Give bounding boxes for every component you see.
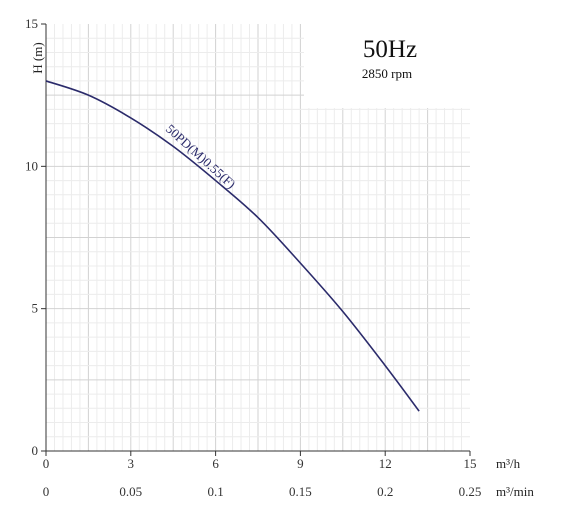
x-tick-label: 15 (464, 456, 477, 471)
x2-tick-label: 0.05 (119, 484, 142, 499)
y-tick-label: 5 (32, 301, 39, 316)
title-box (304, 24, 470, 108)
y-tick-label: 0 (32, 443, 39, 458)
x-tick-label: 9 (297, 456, 304, 471)
x-tick-label: 0 (43, 456, 50, 471)
y-tick-label: 15 (25, 16, 38, 31)
x2-tick-label: 0 (43, 484, 50, 499)
x2-axis-label: m³/min (496, 484, 534, 499)
chart-subtitle: 2850 rpm (362, 66, 412, 81)
y-axis-label: H (m) (30, 42, 45, 73)
x-axis-label: m³/h (496, 456, 521, 471)
x-tick-label: 3 (128, 456, 135, 471)
chart-title: 50Hz (363, 36, 417, 63)
series-line (45, 80, 420, 412)
x2-tick-label: 0.1 (207, 484, 223, 499)
x2-tick-label: 0.2 (377, 484, 393, 499)
x2-tick-label: 0.25 (459, 484, 482, 499)
x-tick-label: 6 (212, 456, 219, 471)
y-tick-label: 10 (25, 158, 38, 173)
chart-axes: 0 3 6 9 12 15 0 0.05 0.1 0.15 0.2 0.25 0 5 10 15 (25, 16, 481, 499)
chart-grid (46, 24, 470, 451)
x-tick-label: 12 (379, 456, 392, 471)
x2-tick-label: 0.15 (289, 484, 312, 499)
